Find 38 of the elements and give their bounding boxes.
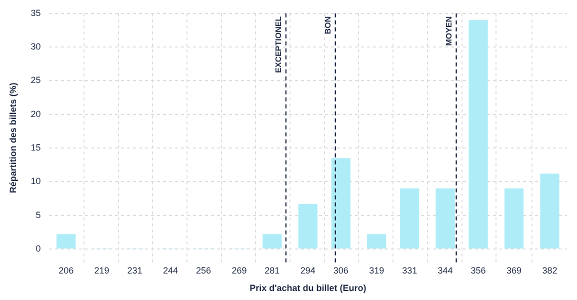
x-tick-label: 256 (196, 265, 211, 276)
y-tick-label: 5 (36, 210, 41, 220)
x-tick-label: 244 (162, 265, 178, 276)
x-tick-label: 206 (58, 265, 74, 276)
bar (298, 204, 318, 248)
x-axis-title: Prix d'achat du billet (Euro) (250, 283, 366, 294)
y-tick-label: 35 (30, 8, 41, 18)
bar (400, 188, 420, 248)
x-tick-label: 269 (232, 265, 247, 276)
x-tick-label: 356 (470, 265, 486, 276)
x-tick-label: 294 (300, 265, 316, 276)
bar (367, 234, 386, 248)
ref-line-label: EXCEPTIONEL (274, 16, 284, 73)
x-tick-label: 219 (94, 265, 110, 276)
bar (262, 234, 282, 248)
bar (540, 174, 560, 248)
y-tick-label: 15 (30, 142, 41, 152)
x-tick-label: 319 (369, 265, 384, 276)
y-tick-label: 20 (30, 108, 41, 119)
x-tick-label: 382 (542, 265, 558, 276)
ref-line-label: BON (324, 16, 333, 34)
y-axis-title: Répartition des billets (%) (8, 82, 18, 194)
y-tick-label: 10 (30, 176, 41, 186)
bar (504, 188, 524, 248)
x-tick-label: 331 (402, 265, 418, 276)
x-tick-label: 281 (264, 265, 280, 276)
y-tick-label: 0 (36, 243, 41, 254)
x-tick-label: 369 (506, 265, 522, 276)
x-tick-label: 231 (127, 265, 142, 276)
x-tick-label: 306 (333, 265, 348, 276)
x-tick-label: 344 (438, 265, 453, 276)
y-tick-label: 25 (30, 75, 41, 86)
bar (56, 234, 76, 248)
bar (331, 158, 350, 248)
ref-line-label: MOYEN (444, 16, 454, 46)
bar (436, 188, 455, 248)
y-tick-label: 30 (30, 42, 41, 52)
bar (468, 20, 488, 248)
